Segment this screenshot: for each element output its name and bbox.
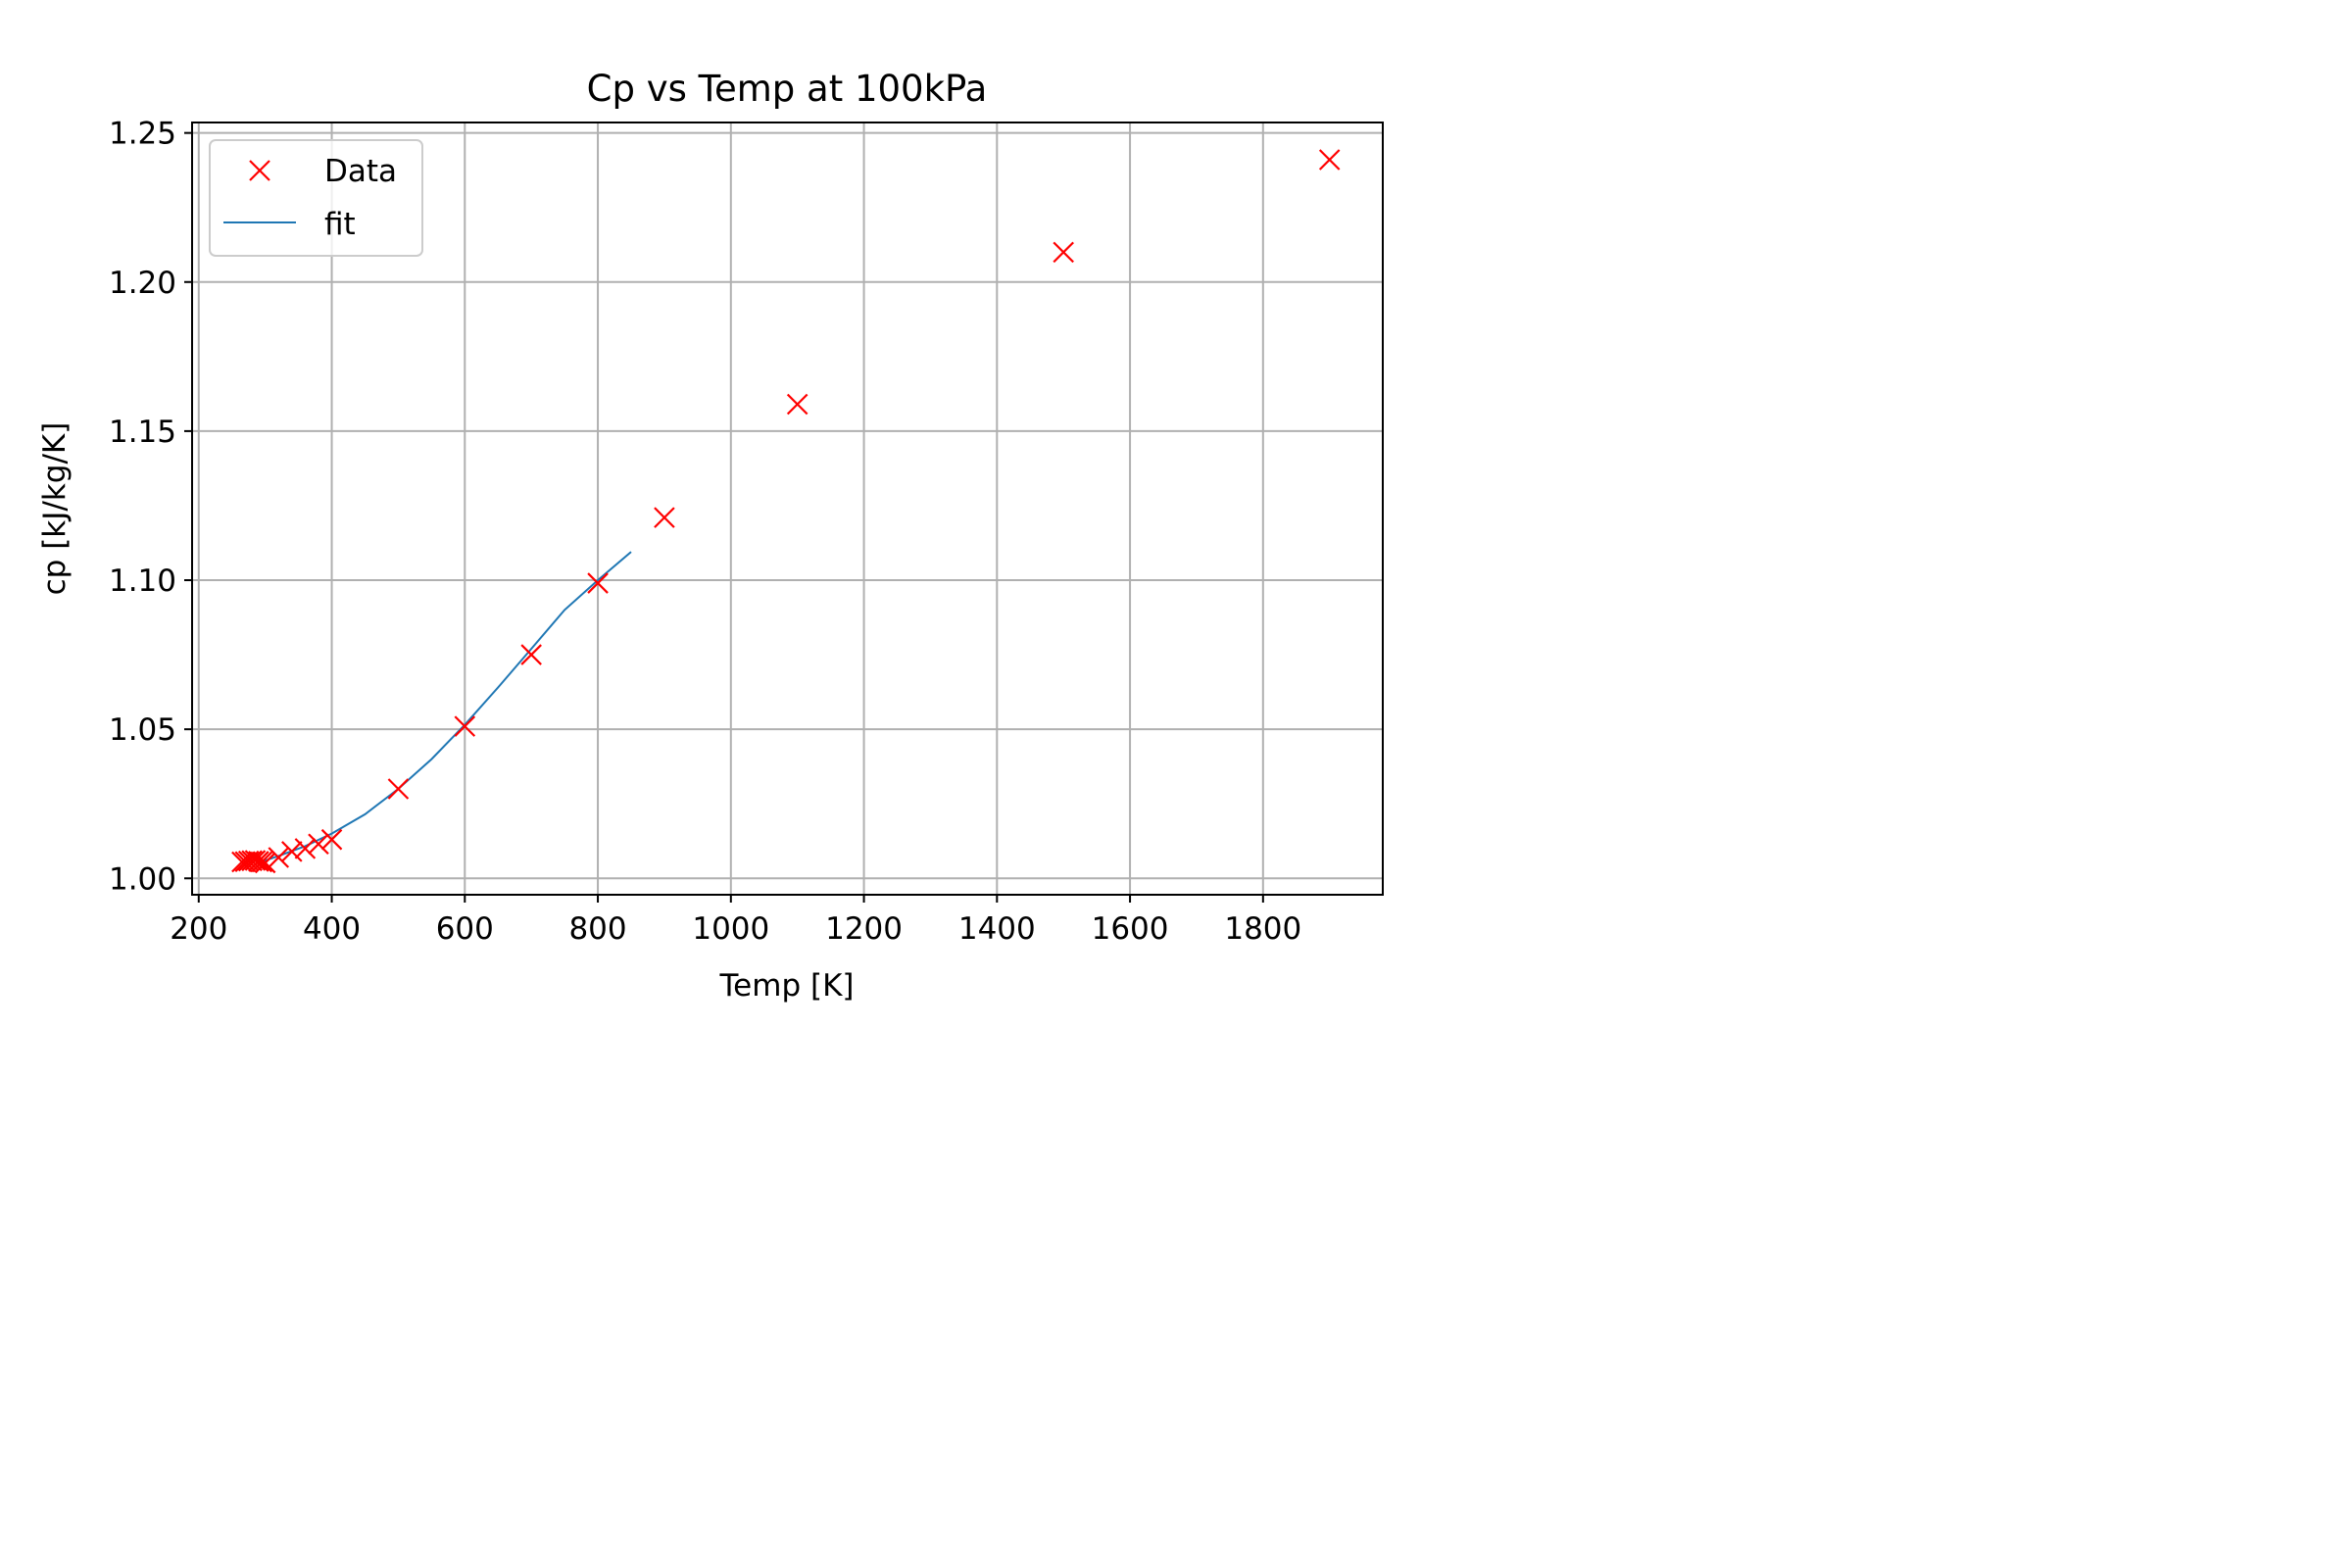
y-tick-label: 1.15 xyxy=(109,415,176,450)
data-point xyxy=(241,850,263,872)
y-tick-label: 1.25 xyxy=(109,117,176,152)
data-point xyxy=(520,644,542,665)
data-point xyxy=(251,851,273,873)
plot-frame xyxy=(191,122,1384,896)
legend: Data fit xyxy=(209,139,423,257)
data-point xyxy=(294,838,317,859)
data-point xyxy=(268,847,290,868)
fit-line xyxy=(258,551,632,864)
y-axis-label: cp [kJ/kg/K] xyxy=(37,422,73,596)
data-point xyxy=(587,572,609,594)
y-axis: 1.00 1.05 1.10 1.15 1.20 1.25 xyxy=(109,117,192,897)
legend-marker-x xyxy=(249,160,270,181)
data-point xyxy=(320,828,343,851)
data-series xyxy=(231,149,1341,874)
data-point xyxy=(454,715,476,737)
chart: 200 400 600 800 1000 1200 1400 1600 1800 1.001.0… xyxy=(0,0,1515,1019)
x-axis-label: Temp [K] xyxy=(719,968,855,1004)
fit-series xyxy=(258,551,632,864)
legend-box xyxy=(209,139,423,257)
x-tick-label: 800 xyxy=(568,911,626,947)
x-tick-label: 1800 xyxy=(1224,911,1301,947)
x-tick-label: 1000 xyxy=(692,911,769,947)
y-tick-label: 1.20 xyxy=(109,266,176,301)
data-point xyxy=(1053,241,1074,264)
data-point xyxy=(654,507,675,528)
legend-data-label: Data xyxy=(324,154,397,189)
data-point xyxy=(387,778,410,800)
x-tick-label: 1200 xyxy=(825,911,903,947)
y-tick-label: 1.00 xyxy=(109,861,176,897)
y-tick-label: 1.05 xyxy=(109,712,176,748)
x-tick-label: 1400 xyxy=(958,911,1036,947)
data-point xyxy=(248,851,270,872)
grid xyxy=(192,122,1383,895)
data-point xyxy=(786,393,808,416)
data-point xyxy=(1318,149,1341,171)
x-tick-label: 200 xyxy=(170,911,227,947)
data-point xyxy=(308,833,329,856)
legend-data-marker xyxy=(249,160,270,181)
x-tick-label: 400 xyxy=(303,911,361,947)
x-tick-label: 1600 xyxy=(1092,911,1169,947)
data-point xyxy=(254,852,276,874)
data-point xyxy=(281,841,303,862)
legend-fit-label: fit xyxy=(324,207,356,242)
x-axis: 200 400 600 800 1000 1200 1400 1600 1800 xyxy=(170,895,1301,947)
x-tick-label: 600 xyxy=(436,911,494,947)
y-tick-label: 1.10 xyxy=(109,564,176,599)
chart-title: Cp vs Temp at 100kPa xyxy=(587,68,988,110)
